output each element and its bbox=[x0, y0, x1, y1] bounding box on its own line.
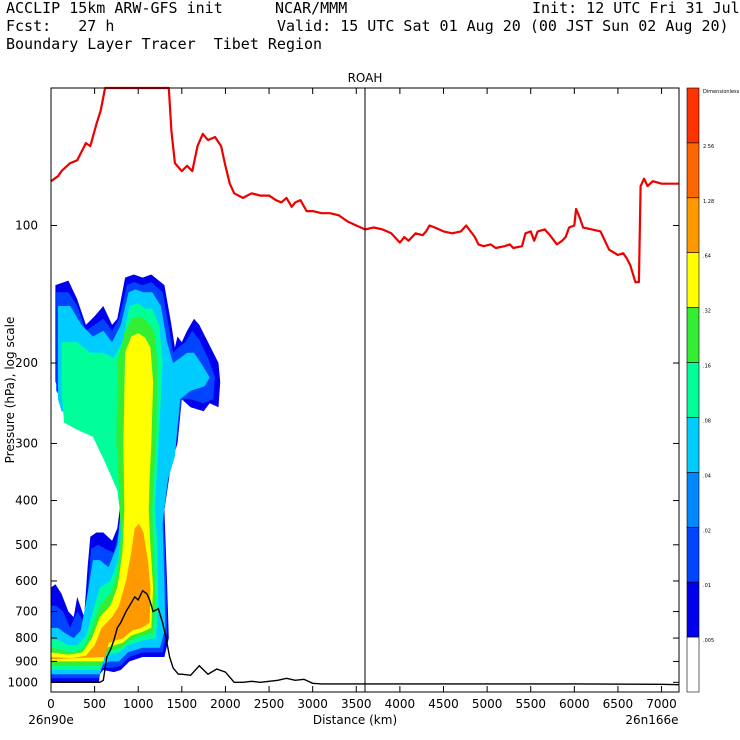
y-axis-label: Pressure (hPa), log scale bbox=[3, 317, 17, 464]
colorbar-swatch bbox=[686, 417, 700, 473]
header-line2-right: Valid: 15 UTC Sat 01 Aug 20 (00 JST Sun … bbox=[277, 17, 729, 35]
colorbar-swatch bbox=[686, 87, 700, 144]
y-tick-label: 300 bbox=[15, 436, 38, 450]
colorbar-swatch bbox=[686, 252, 700, 308]
colorbar-swatch bbox=[686, 307, 700, 363]
y-tick-label: 500 bbox=[15, 538, 38, 552]
header-line1-mid: NCAR/MMM bbox=[275, 0, 348, 17]
y-tick-label: 1000 bbox=[7, 675, 38, 689]
x-tick-label: 5000 bbox=[472, 697, 503, 711]
colorbar-label: .02 bbox=[703, 528, 711, 534]
colorbar-label: .01 bbox=[703, 583, 711, 589]
x-tick-label: 4000 bbox=[385, 697, 416, 711]
y-tick-label: 200 bbox=[15, 356, 38, 370]
x-axis-label: Distance (km) bbox=[313, 713, 397, 727]
terrain-layer bbox=[51, 589, 680, 686]
colorbar-label: Dimensionless bbox=[703, 89, 740, 95]
plot-frame bbox=[50, 87, 680, 693]
colorbar-swatch bbox=[686, 142, 700, 199]
x-tick-label: 0 bbox=[47, 697, 55, 711]
colorbar-label: .005 bbox=[703, 638, 714, 644]
x-tick-label: 7000 bbox=[646, 697, 677, 711]
y-tick-label: 900 bbox=[15, 654, 38, 668]
colorbar-swatch bbox=[686, 636, 700, 693]
start-location-label: 26n90e bbox=[28, 713, 74, 727]
y-tick-label: 100 bbox=[15, 219, 38, 233]
colorbar-label: 2.56 bbox=[703, 144, 714, 150]
colorbar-swatch bbox=[686, 197, 700, 254]
colorbar-label: 1.28 bbox=[703, 199, 714, 205]
terrain-line bbox=[51, 589, 680, 686]
header-line1-right: Init: 12 UTC Fri 31 Jul 20 bbox=[532, 0, 740, 17]
x-tick-label: 6000 bbox=[559, 697, 590, 711]
y-axis: 100 200 300 400 500 600 700 800 900 1000 bbox=[7, 219, 679, 689]
y-tick-label: 800 bbox=[15, 631, 38, 645]
colorbar-label: .08 bbox=[703, 418, 711, 424]
y-tick-label: 400 bbox=[15, 494, 38, 508]
colorbar-swatch bbox=[686, 526, 700, 583]
header-line3-left: Boundary Layer Tracer Tibet Region bbox=[6, 35, 323, 53]
y-tick-label: 600 bbox=[15, 574, 38, 588]
y-tick-label: 700 bbox=[15, 605, 38, 619]
colorbar-swatch bbox=[686, 581, 700, 638]
colorbar-swatch bbox=[686, 472, 700, 528]
x-tick-label: 500 bbox=[83, 697, 106, 711]
x-tick-label: 2500 bbox=[254, 697, 285, 711]
x-tick-label: 2000 bbox=[210, 697, 241, 711]
colorbar-label: .04 bbox=[703, 473, 711, 479]
tracer-region-6 bbox=[51, 523, 151, 660]
x-tick-label: 1000 bbox=[123, 697, 154, 711]
x-tick-label: 5500 bbox=[515, 697, 546, 711]
colorbar-swatch bbox=[686, 362, 700, 418]
x-tick-label: 3500 bbox=[341, 697, 372, 711]
colorbar-label: .16 bbox=[703, 364, 711, 370]
header-line2-left: Fcst: 27 h bbox=[6, 17, 115, 35]
colorbar-label: .32 bbox=[703, 309, 711, 315]
header-line1-left: ACCLIP 15km ARW-GFS init bbox=[6, 0, 223, 17]
x-tick-label: 3000 bbox=[297, 697, 328, 711]
tracer-fill-layer bbox=[51, 274, 221, 683]
x-tick-label: 6500 bbox=[603, 697, 634, 711]
x-tick-label: 1500 bbox=[167, 697, 198, 711]
chart-title: ROAH bbox=[348, 71, 383, 85]
colorbar-label: .64 bbox=[703, 254, 711, 260]
x-axis: 0 500 1000 1500 2000 2500 3000 3500 4000 4500 5000… bbox=[47, 88, 677, 711]
x-tick-label: 4500 bbox=[428, 697, 459, 711]
colorbar: Dimensionless 2.56 1.28 .64 .32 .16 .08 .04 .02.… bbox=[686, 87, 740, 693]
end-location-label: 26n166e bbox=[625, 713, 678, 727]
